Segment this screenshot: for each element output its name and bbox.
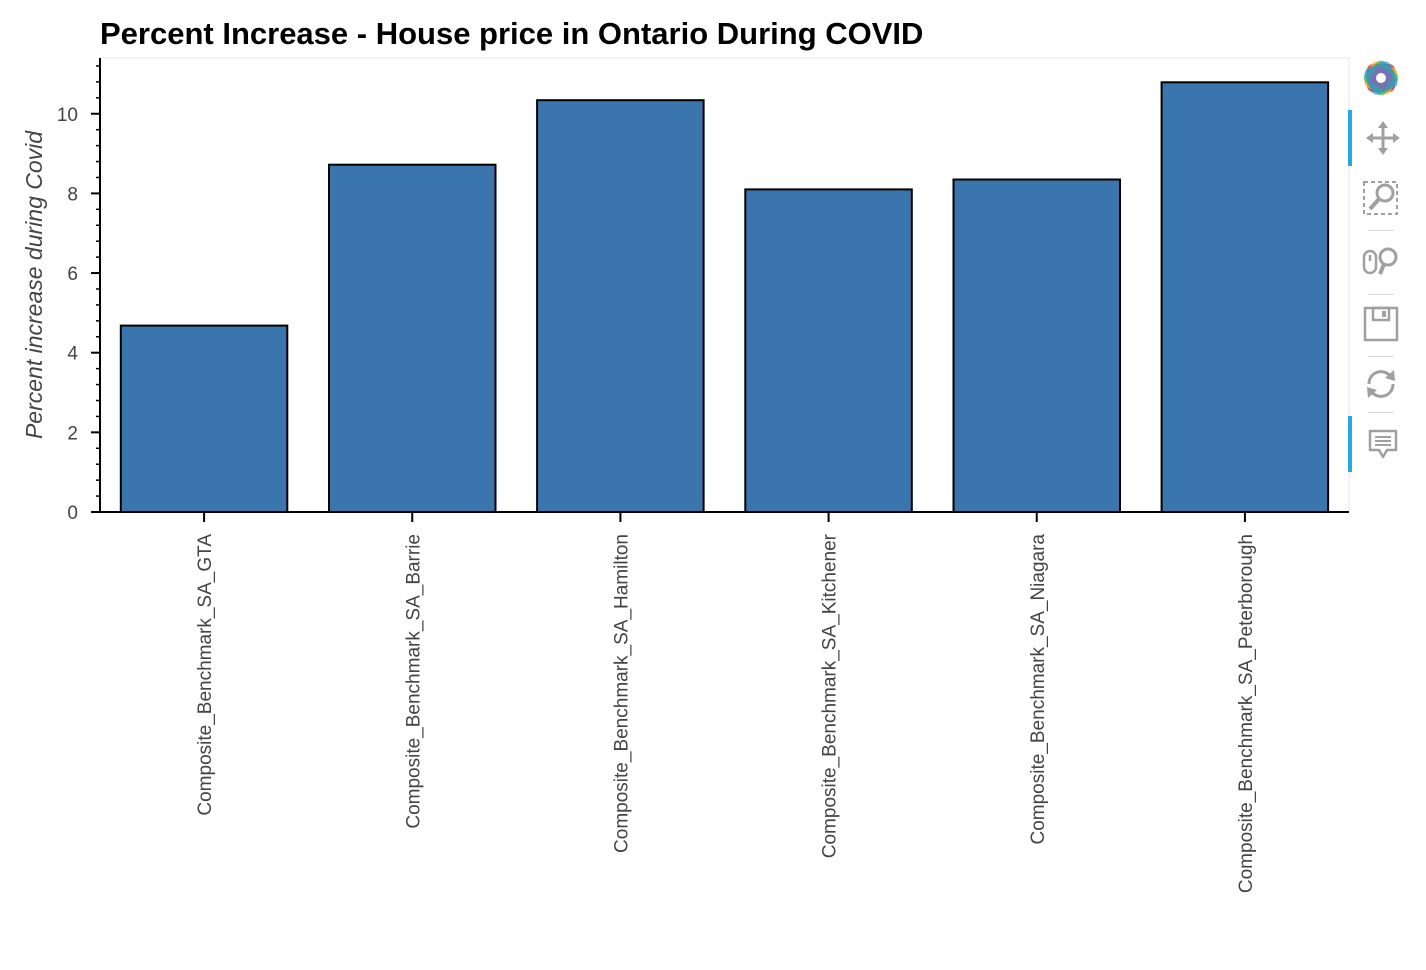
chart-title: Percent Increase - House price in Ontari… (100, 16, 923, 51)
pan-tool-button[interactable] (1348, 110, 1414, 166)
y-tick-label: 4 (67, 344, 78, 365)
hover-tool-button[interactable] (1348, 416, 1414, 472)
x-tick-label: Composite_Benchmark_SA_Kitchener (820, 533, 841, 858)
y-tick-label: 2 (67, 423, 78, 444)
wheel-zoom-icon (1362, 247, 1398, 275)
bar-2[interactable] (536, 99, 705, 513)
bar-1[interactable] (328, 163, 497, 513)
bar-4[interactable] (952, 178, 1121, 513)
box-zoom-tool-button[interactable] (1348, 170, 1414, 226)
reset-tool-button[interactable] (1348, 356, 1414, 412)
x-axis: Composite_Benchmark_SA_GTA Composite_Benc… (100, 511, 1349, 893)
save-tool-button[interactable] (1348, 296, 1414, 352)
y-axis-label: Percent increase during Covid (21, 130, 47, 439)
box-zoom-icon (1363, 181, 1398, 215)
bar-3[interactable] (744, 188, 913, 513)
y-tick-label: 0 (67, 503, 78, 524)
save-icon (1363, 306, 1399, 342)
bar-5[interactable] (1160, 81, 1330, 514)
x-tick-label: Composite_Benchmark_SA_Barrie (403, 534, 424, 829)
bar-0[interactable] (119, 324, 289, 513)
x-tick-label: Composite_Benchmark_SA_Hamilton (611, 534, 632, 853)
y-tick-label: 6 (67, 264, 78, 285)
chart-toolbar (1348, 50, 1418, 490)
bars-group (119, 81, 1330, 514)
y-tick-label: 10 (57, 105, 78, 126)
x-tick-label: Composite_Benchmark_SA_GTA (195, 534, 216, 816)
y-tick-label: 8 (67, 184, 78, 205)
hover-icon (1368, 429, 1398, 459)
x-tick-label: Composite_Benchmark_SA_Niagara (1028, 534, 1049, 845)
x-tick-label: Composite_Benchmark_SA_Peterborough (1236, 534, 1257, 893)
pan-icon (1366, 121, 1400, 155)
reset-icon (1367, 370, 1395, 398)
bokeh-logo-icon[interactable] (1348, 50, 1414, 106)
wheel-zoom-tool-button[interactable] (1348, 234, 1414, 290)
y-axis: 0 2 4 6 8 10 (57, 58, 101, 524)
